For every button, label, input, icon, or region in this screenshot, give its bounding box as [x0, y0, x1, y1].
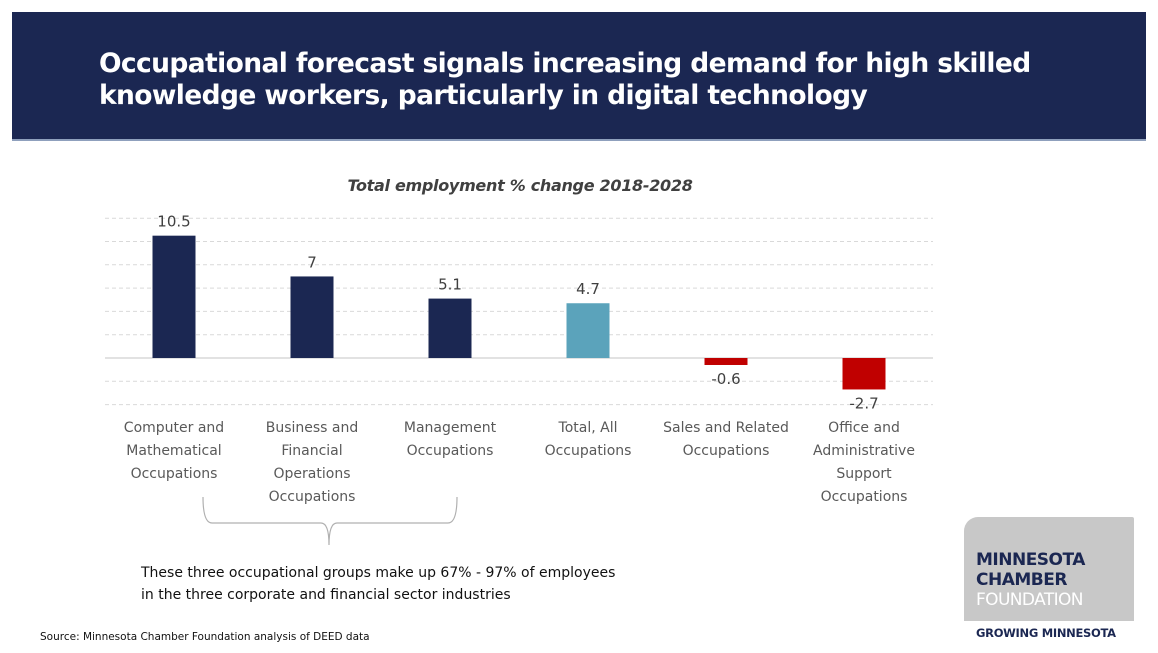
bar — [290, 276, 334, 358]
category-label: Office and Administrative Support Occupatio… — [794, 417, 934, 509]
category-label-line: Occupations — [268, 489, 356, 505]
category-label: Total, All Occupations — [518, 417, 658, 463]
source-note: Source: Minnesota Chamber Foundation ana… — [40, 631, 370, 643]
bar — [704, 358, 748, 365]
category-label: Sales and Related Occupations — [656, 417, 796, 463]
logo-tagline: GROWING MINNESOTA — [976, 626, 1116, 640]
category-label-line: Occupations — [682, 443, 770, 459]
category-label-line: Mathematical — [126, 443, 222, 459]
category-label-line: Administrative — [813, 443, 915, 459]
data-label: 10.5 — [157, 213, 190, 231]
bar — [428, 298, 472, 358]
page-title: Occupational forecast signals increasing… — [99, 48, 1031, 111]
category-label-line: Business and — [265, 420, 359, 436]
category-label: Computer and Mathematical Occupations — [104, 417, 244, 486]
logo-text-minnesota: MINNESOTA — [976, 550, 1085, 570]
category-label: Management Occupations — [380, 417, 520, 463]
category-label: Business and Financial Operations Occupatio… — [242, 417, 382, 509]
annotation-line-1: These three occupational groups make up … — [141, 565, 616, 581]
data-label: 7 — [307, 253, 317, 271]
annotation-note: These three occupational groups make up … — [141, 562, 701, 606]
data-label: -0.6 — [711, 370, 740, 388]
logo-text-foundation: FOUNDATION — [976, 590, 1084, 610]
category-label-line: Total, All — [558, 420, 618, 436]
category-label-line: Occupations — [130, 466, 218, 482]
logo-text-chamber: CHAMBER — [976, 570, 1067, 590]
category-label-line: Support — [836, 466, 892, 482]
title-banner: Occupational forecast signals increasing… — [12, 12, 1146, 141]
chart-title: Total employment % change 2018-2028 — [347, 176, 693, 195]
category-label-line: Management — [403, 420, 497, 436]
category-label-line: Operations — [273, 466, 351, 482]
annotation-line-2: in the three corporate and financial sec… — [141, 587, 511, 603]
bar — [842, 358, 886, 390]
category-label-line: Office and — [828, 420, 900, 436]
data-label: 5.1 — [438, 276, 462, 294]
bar — [152, 235, 196, 358]
category-label-line: Occupations — [544, 443, 632, 459]
category-label-line: Financial — [281, 443, 343, 459]
data-label: 4.7 — [576, 280, 600, 298]
category-label-line: Sales and Related — [663, 420, 789, 436]
logo-background — [964, 517, 1134, 621]
category-label-line: Computer and — [123, 420, 225, 436]
bar — [566, 303, 610, 358]
category-label-line: Occupations — [406, 443, 494, 459]
data-label: -2.7 — [849, 394, 878, 412]
category-label-line: Occupations — [820, 489, 908, 505]
